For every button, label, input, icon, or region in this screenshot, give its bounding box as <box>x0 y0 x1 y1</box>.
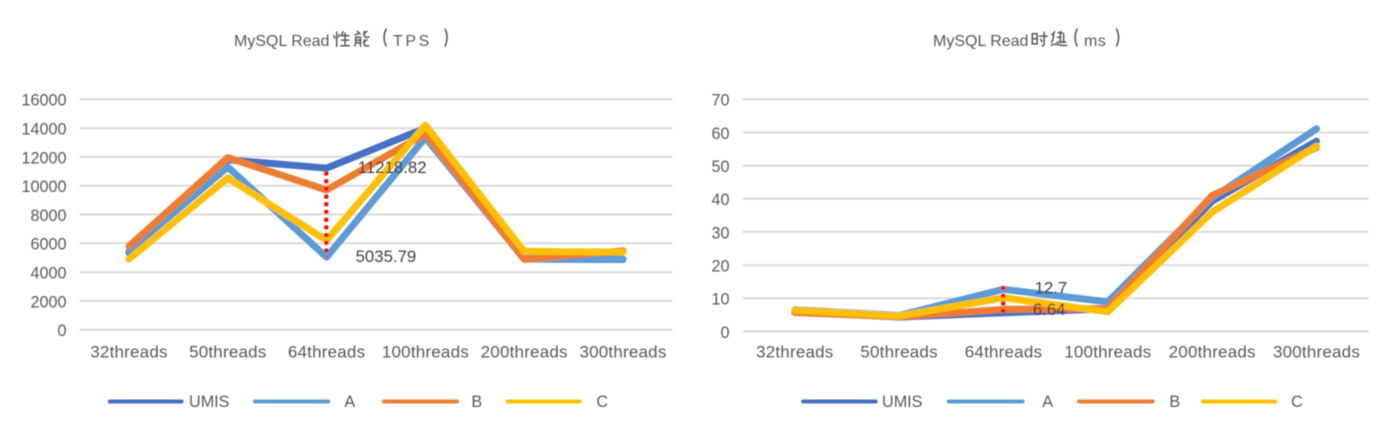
svg-text:TPS: TPS <box>393 33 432 50</box>
svg-text:5035.79: 5035.79 <box>356 247 417 266</box>
svg-text:0: 0 <box>720 324 729 342</box>
svg-text:A: A <box>1042 393 1053 411</box>
svg-text:10: 10 <box>711 291 729 309</box>
svg-text:40: 40 <box>711 191 729 209</box>
svg-text:6.64: 6.64 <box>1033 300 1066 319</box>
svg-text:20: 20 <box>711 258 729 276</box>
svg-text:6000: 6000 <box>30 236 66 254</box>
svg-text:64threads: 64threads <box>965 342 1042 361</box>
svg-text:C: C <box>1291 393 1303 411</box>
svg-text:32threads: 32threads <box>756 342 833 361</box>
svg-text:11218.82: 11218.82 <box>358 158 427 177</box>
svg-text:50threads: 50threads <box>189 342 266 361</box>
svg-text:UMIS: UMIS <box>189 393 230 411</box>
svg-text:10000: 10000 <box>21 178 66 196</box>
svg-text:B: B <box>1169 393 1180 411</box>
svg-text:A: A <box>344 393 355 411</box>
svg-text:2000: 2000 <box>30 293 66 311</box>
svg-text:16000: 16000 <box>21 92 66 110</box>
svg-text:60: 60 <box>711 125 729 143</box>
svg-text:ms: ms <box>1084 33 1107 50</box>
svg-text:4000: 4000 <box>30 265 66 283</box>
svg-text:B: B <box>471 393 482 411</box>
svg-text:200threads: 200threads <box>1169 342 1256 361</box>
svg-text:0: 0 <box>57 322 66 340</box>
svg-text:UMIS: UMIS <box>882 393 923 411</box>
svg-text:12.7: 12.7 <box>1035 279 1068 298</box>
svg-text:MySQL Read: MySQL Read <box>933 33 1028 50</box>
svg-text:300threads: 300threads <box>579 342 666 361</box>
svg-text:64threads: 64threads <box>288 342 365 361</box>
svg-text:50threads: 50threads <box>860 342 937 361</box>
svg-text:C: C <box>596 393 608 411</box>
svg-text:MySQL Read: MySQL Read <box>234 33 329 50</box>
svg-text:200threads: 200threads <box>481 342 568 361</box>
svg-text:12000: 12000 <box>21 149 66 167</box>
svg-text:32threads: 32threads <box>90 342 167 361</box>
svg-text:8000: 8000 <box>30 207 66 225</box>
svg-text:300threads: 300threads <box>1273 342 1360 361</box>
svg-text:50: 50 <box>711 158 729 176</box>
svg-text:70: 70 <box>711 92 729 110</box>
svg-text:14000: 14000 <box>21 121 66 139</box>
svg-text:30: 30 <box>711 224 729 242</box>
svg-text:100threads: 100threads <box>1064 342 1151 361</box>
svg-text:100threads: 100threads <box>382 342 469 361</box>
